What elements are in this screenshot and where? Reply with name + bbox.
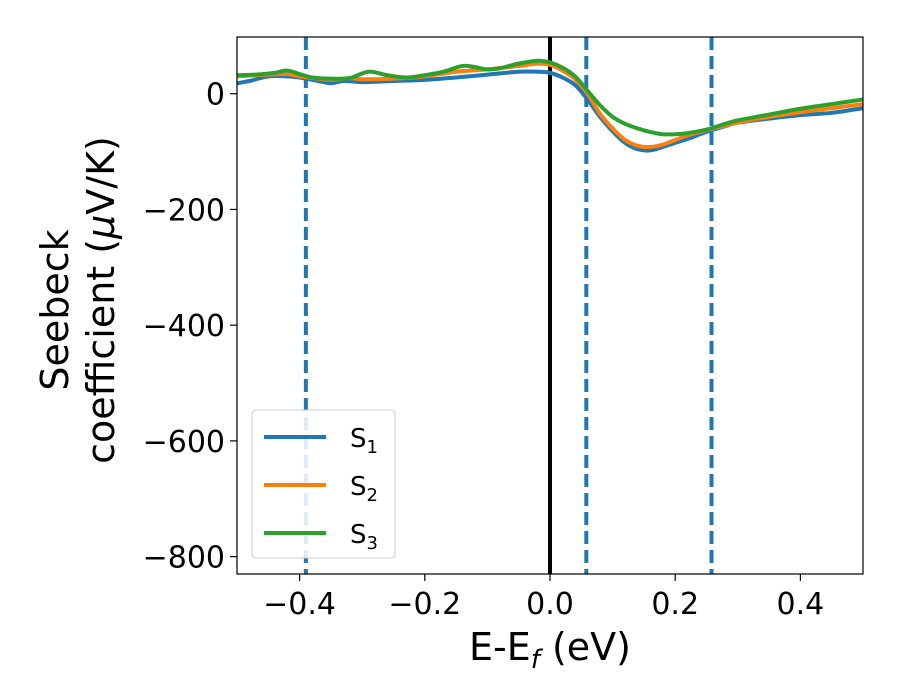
x-tick-label: 0.0	[526, 587, 574, 622]
y-axis-label-line2: coefficient (μV/K)	[79, 136, 123, 464]
x-tick-label: 0.4	[777, 587, 825, 622]
legend-label-s1: S1	[350, 424, 378, 458]
x-tick-label: −0.4	[263, 587, 336, 622]
y-tick-label: −800	[143, 541, 225, 576]
x-axis-label-unit: (eV)	[540, 625, 631, 669]
y-tick-label: −400	[143, 309, 225, 344]
y-axis-label-unit: V/K)	[79, 136, 123, 215]
y-axis-label-line2-main: coefficient (	[79, 239, 123, 464]
y-axis-ticks: 0 −200 −400 −600 −800	[143, 78, 237, 576]
series-lines	[237, 58, 863, 153]
y-tick-label: −600	[143, 425, 225, 460]
x-axis-label: E-Ef (eV)	[469, 625, 631, 675]
y-tick-label: −200	[143, 193, 225, 228]
x-tick-label: −0.2	[388, 587, 461, 622]
legend: S1 S2 S3	[251, 409, 396, 559]
y-axis-label-mu: μ	[79, 215, 123, 240]
legend-label-s3: S3	[350, 520, 378, 554]
y-axis-label-line1: Seebeck	[33, 229, 77, 390]
series-line-s3	[237, 58, 863, 137]
x-axis-label-main: E-E	[469, 625, 531, 669]
y-tick-label: 0	[206, 78, 225, 113]
x-tick-label: 0.2	[651, 587, 699, 622]
legend-label-s2: S2	[350, 472, 378, 506]
x-axis-ticks: −0.4 −0.2 0.0 0.2 0.4	[263, 574, 824, 622]
